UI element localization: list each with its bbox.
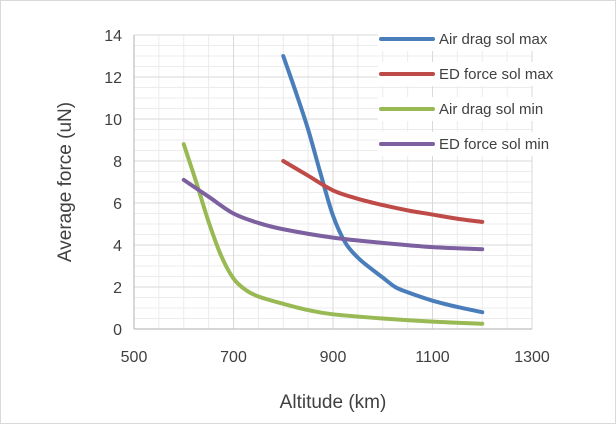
axes [133,35,532,330]
y-axis-title: Average force (uN) [55,102,76,262]
tick-labels: 500 700 900 1100 1300 0 2 4 6 8 10 12 14 [104,28,550,366]
y-tick-label: 4 [113,238,122,255]
series-line-3 [181,142,485,326]
x-tick-label: 500 [121,349,148,366]
y-tick-label: 6 [113,196,122,213]
y-tick-label: 12 [104,70,122,87]
y-tick-label: 8 [113,154,122,171]
series-lines [181,54,485,326]
series-line-1 [281,54,485,315]
y-tick-label: 14 [104,28,122,45]
legend: Air drag sol max ED force sol max Air drag… [378,27,584,156]
x-tick-label: 1300 [514,349,550,366]
legend-label-3: Air drag sol min [439,101,543,118]
series-line-4 [181,177,485,252]
series-line-2 [281,159,485,224]
x-tick-label: 700 [220,349,247,366]
x-tick-label: 900 [320,349,347,366]
y-tick-label: 2 [113,280,122,297]
x-axis-title: Altitude (km) [280,392,387,413]
y-tick-label: 0 [113,322,122,339]
legend-label-2: ED force sol max [439,66,554,83]
y-tick-label: 10 [104,112,122,129]
x-tick-label: 1100 [415,349,450,366]
legend-label-4: ED force sol min [439,136,549,153]
legend-label-1: Air drag sol max [439,31,548,48]
